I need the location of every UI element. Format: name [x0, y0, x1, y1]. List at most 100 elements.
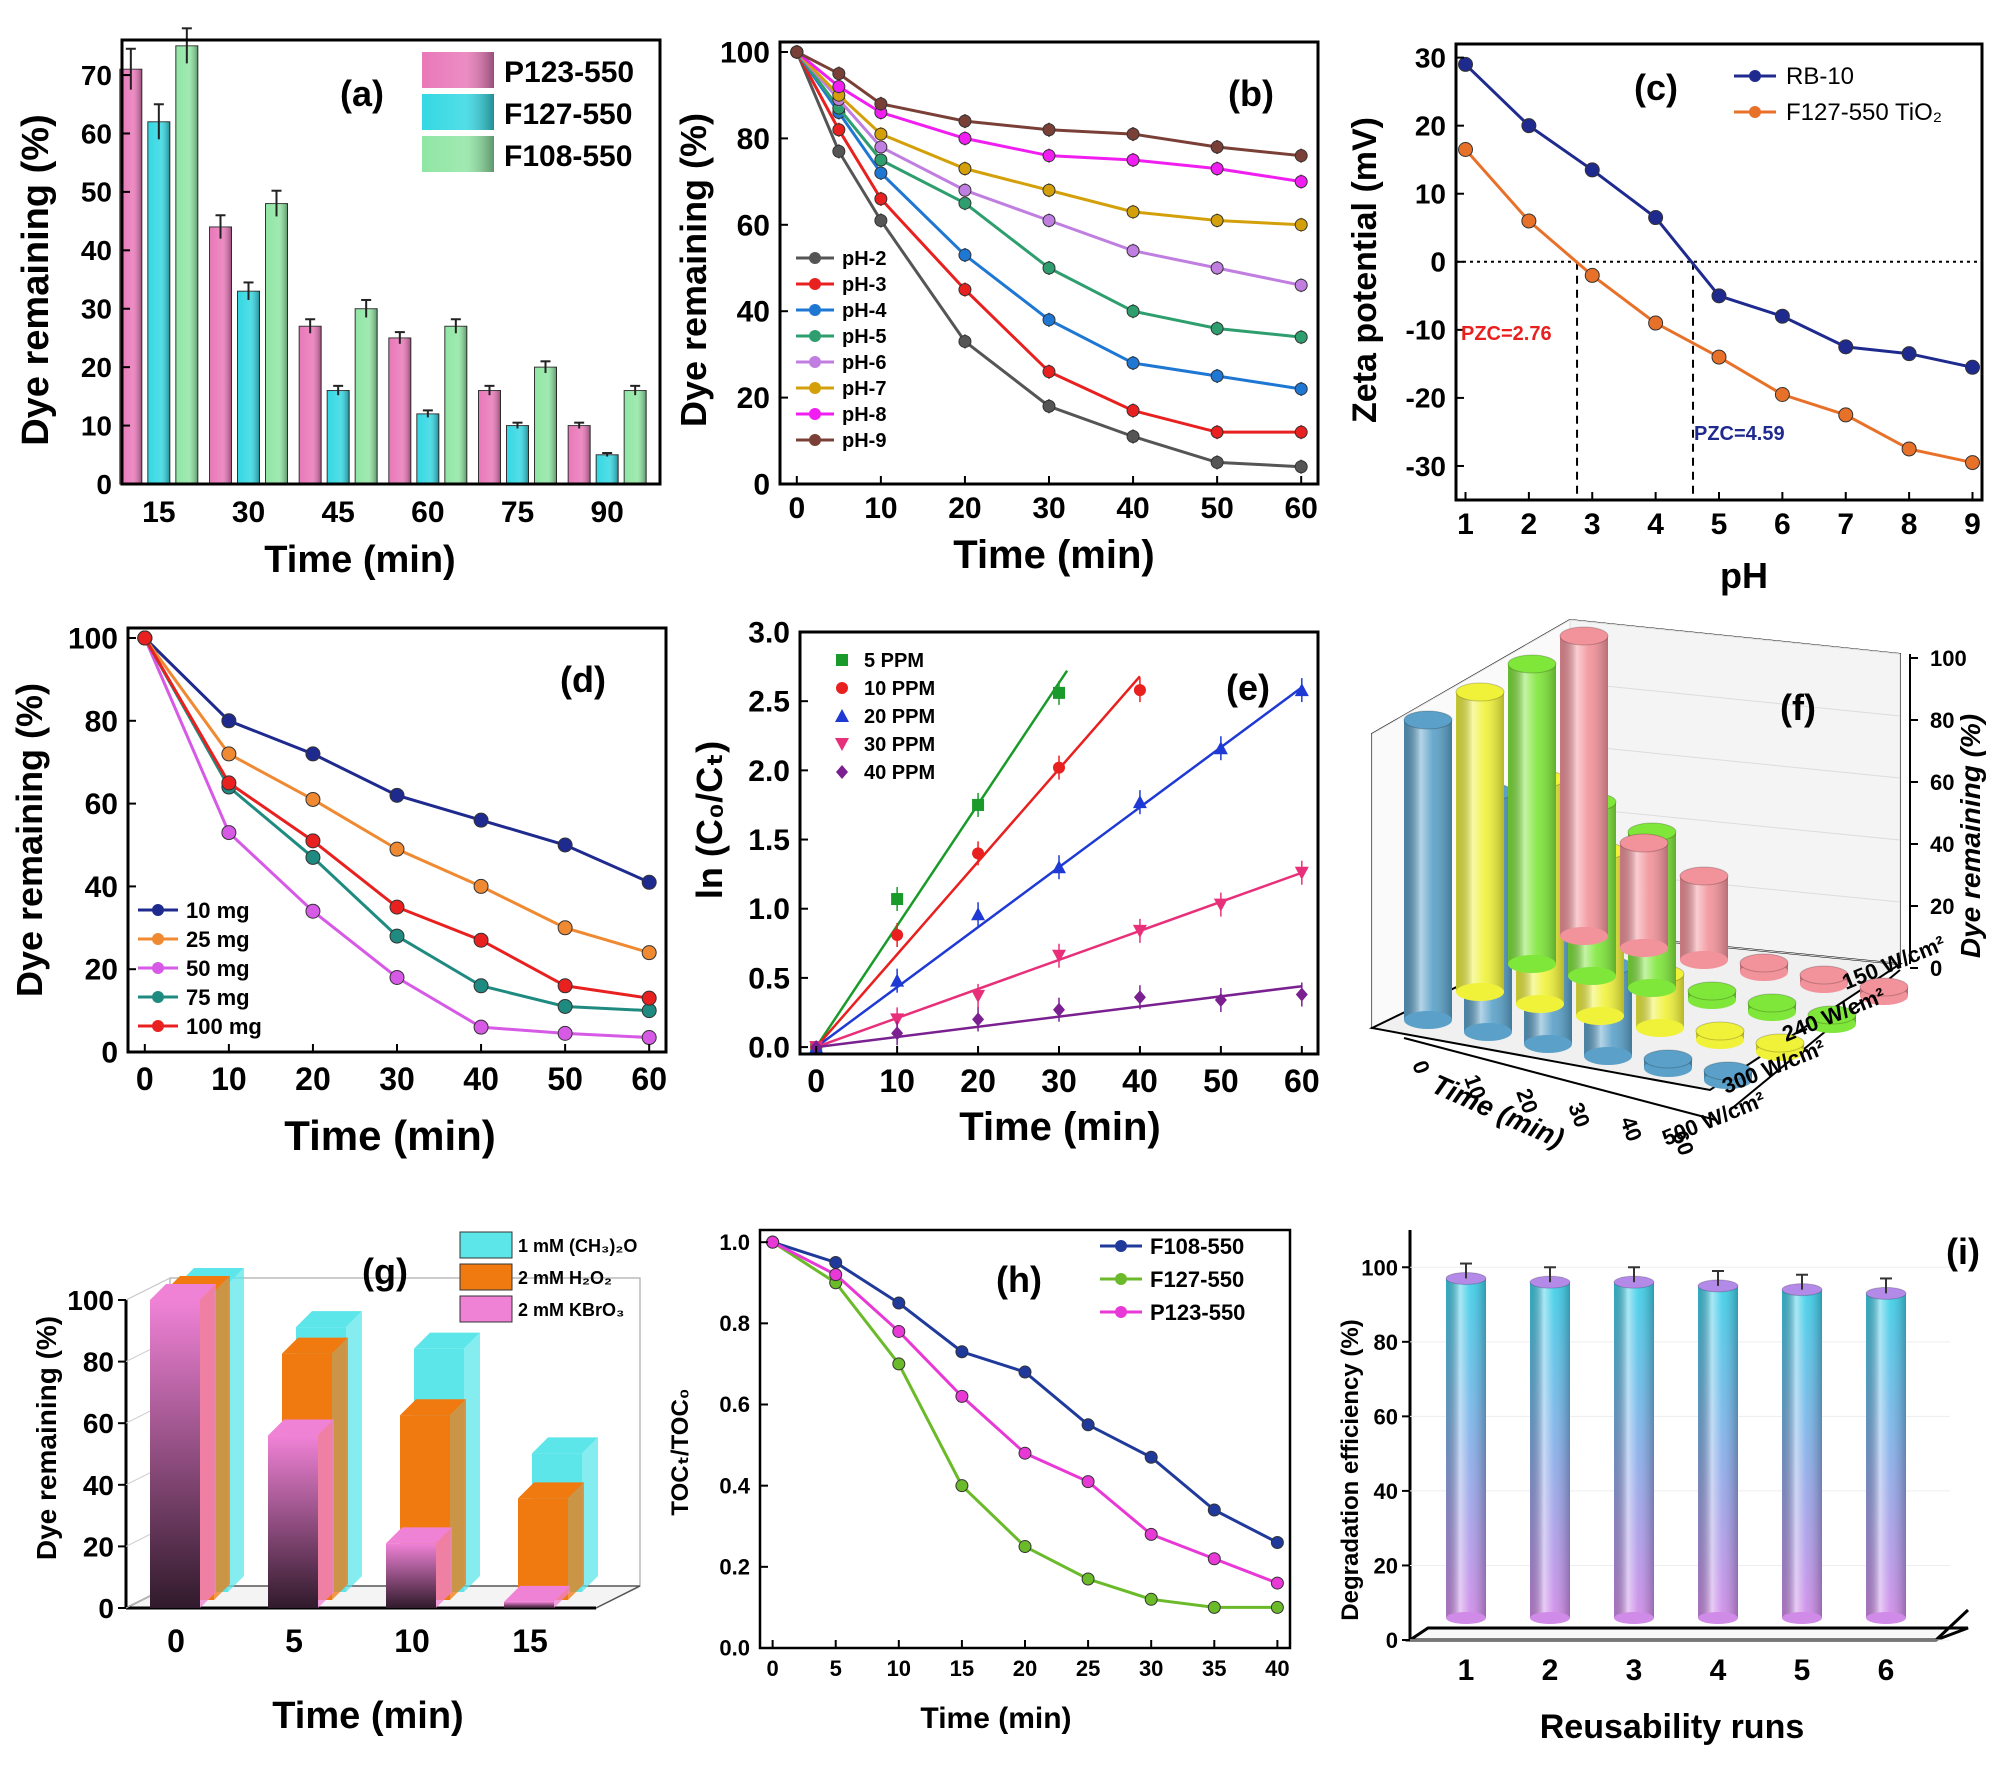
panel-b-legend: pH-2 pH-3 pH-4 pH-5 pH-6 pH-7 pH-8 pH-9: [796, 248, 887, 452]
y-tick-label: 1.0: [748, 893, 790, 926]
y-tick-label: 20: [83, 1531, 114, 1562]
legend-label-pH-6: pH-6: [842, 352, 886, 374]
x-tick-label: 40: [463, 1061, 499, 1097]
panel-h-xlabel: Time (min): [920, 1702, 1071, 1735]
y-tick-label: 30: [1415, 42, 1446, 73]
data-point-10 mg: [389, 787, 405, 803]
data-point-10 PPM: [891, 929, 904, 942]
x-tick-label: 2: [1542, 1654, 1559, 1687]
data-point-100 mg: [557, 978, 573, 994]
cylinder-base: [1628, 979, 1676, 997]
data-point-25 mg: [389, 841, 405, 857]
cylinder-base: [1464, 1023, 1512, 1041]
panel-e-legend: 5 PPM 10 PPM 20 PPM 30 PPM 40 PPM: [835, 650, 935, 784]
data-point-pH-3: [1210, 425, 1224, 439]
data-point-F127-550 TiO₂: [1521, 213, 1537, 229]
legend-label-pH-4: pH-4: [842, 300, 887, 322]
legend-label-F127-550: F127-550: [1150, 1267, 1244, 1292]
cylinder-top-500 W/cm²: [1619, 833, 1669, 853]
x-tick-label: 4: [1710, 1654, 1727, 1687]
cylinder-top-240 W/cm²: [1755, 1033, 1805, 1053]
x-tick-label: 20: [948, 492, 981, 525]
legend-marker-30 PPM: [835, 738, 849, 751]
panel-i-xlabel: Reusability runs: [1540, 1708, 1805, 1746]
cylinder-top-240 W/cm²: [1455, 682, 1505, 702]
legend-marker-pH-6: [809, 356, 821, 368]
x-tick-label: 30: [232, 496, 265, 529]
panel-g-3d-plot: 0 20 40 60 80 100 0 5 10 15: [67, 1268, 641, 1659]
panel-d-legend: 10 mg 25 mg 50 mg 75 mg 100 mg: [138, 898, 262, 1039]
data-point-50 mg: [305, 903, 321, 919]
data-point-30 PPM: [1132, 924, 1147, 938]
x-tick-label: 5: [830, 1656, 842, 1681]
y-tick-label: 60: [1374, 1404, 1398, 1429]
cylinder-base: [1530, 1612, 1570, 1624]
x-tick-label: 6: [1878, 1654, 1895, 1687]
legend-marker-P123-550: [1115, 1306, 1127, 1318]
data-point-pH-8: [1294, 175, 1308, 189]
data-point-F127-550 TiO₂: [1711, 349, 1727, 365]
data-point-RB-10: [1964, 359, 1980, 375]
data-point-pH-7: [1042, 183, 1056, 197]
x-tick-label: 10: [394, 1623, 430, 1659]
x-tick-label: 75: [501, 496, 534, 529]
data-point-pH-3: [958, 283, 972, 297]
pzc-label-right: PZC=4.59: [1694, 423, 1785, 445]
y-tick-label: 100: [720, 37, 770, 70]
cylinder-base: [1614, 1612, 1654, 1624]
data-point-pH-7: [958, 162, 972, 176]
data-point-pH-5: [1210, 321, 1224, 335]
x-tick-label: 40: [1615, 1113, 1647, 1145]
x-tick-label: 50: [1203, 1063, 1239, 1099]
panel-i-3d-plot: 0 20 40 60 80 100 1 2 3 4 5 6: [1361, 1230, 1970, 1687]
data-point-10 mg: [557, 837, 573, 853]
data-point-50 mg: [221, 825, 237, 841]
y-tick-label: 40: [737, 296, 770, 329]
y-tick-label: 0.0: [748, 1032, 790, 1065]
x-tick-label: 6: [1774, 508, 1791, 541]
legend-label-2 mM H₂O₂: 2 mM H₂O₂: [518, 1268, 612, 1288]
z-tick-label: 0: [1930, 956, 1942, 981]
block-side-1 mM (CH₃)₂O: [582, 1437, 598, 1592]
cylinder-base: [1568, 967, 1616, 985]
cylinder-shading: [1680, 876, 1728, 960]
x-tick-label: 20: [1013, 1656, 1037, 1681]
series-label-500 W/cm²: 500 W/cm²: [1659, 1087, 1769, 1151]
data-point-pH-9: [1210, 140, 1224, 154]
legend-marker-10 mg: [152, 904, 164, 916]
legend-marker-40 PPM: [836, 765, 848, 779]
data-point-F108-550: [1081, 1418, 1095, 1432]
panel-f-xlabel: Time (min): [1427, 1068, 1568, 1154]
cylinder-top-150 W/cm²: [1403, 710, 1453, 730]
data-point-RB-10: [1584, 162, 1600, 178]
data-point-75 mg: [641, 1003, 657, 1019]
data-point-P123-550: [892, 1324, 906, 1338]
data-point-F108-550: [955, 1345, 969, 1359]
cylinder-shading: [1508, 664, 1556, 964]
cylinder-base: [1782, 1612, 1822, 1624]
x-tick-label: 40: [1265, 1656, 1289, 1681]
block-top-2 mM KBrO₃: [150, 1284, 216, 1300]
fit-line-5 PPM: [815, 670, 1069, 1048]
panel-d-chart: 0 10 20 30 40 50 60 0 20 40 60 80 100 (d) Time (min)…: [9, 623, 668, 1159]
panel-d-xlabel: Time (min): [284, 1112, 496, 1159]
data-point-10 mg: [221, 713, 237, 729]
legend-marker-F127-550: [1115, 1273, 1127, 1285]
z-tick-label: 80: [1930, 708, 1954, 733]
data-point-F127-550 TiO₂: [1584, 267, 1600, 283]
y-tick-label: 40: [81, 235, 112, 266]
y-tick-label: 30: [81, 294, 112, 325]
block-shading: [150, 1300, 200, 1608]
legend-marker-pH-5: [809, 330, 821, 342]
block-side-1 mM (CH₃)₂O: [346, 1311, 362, 1592]
y-tick-label: 0: [98, 1593, 114, 1624]
data-point-RB-10: [1901, 346, 1917, 362]
data-point-pH-5: [1042, 261, 1056, 275]
data-point-RB-10: [1838, 339, 1854, 355]
panel-g-ylabel: Dye remaining (%): [31, 1316, 62, 1560]
panel-h-ylabel: TOCₜ/TOC₀: [667, 1388, 694, 1515]
data-point-100 mg: [473, 932, 489, 948]
y-tick-label: 60: [81, 118, 112, 149]
